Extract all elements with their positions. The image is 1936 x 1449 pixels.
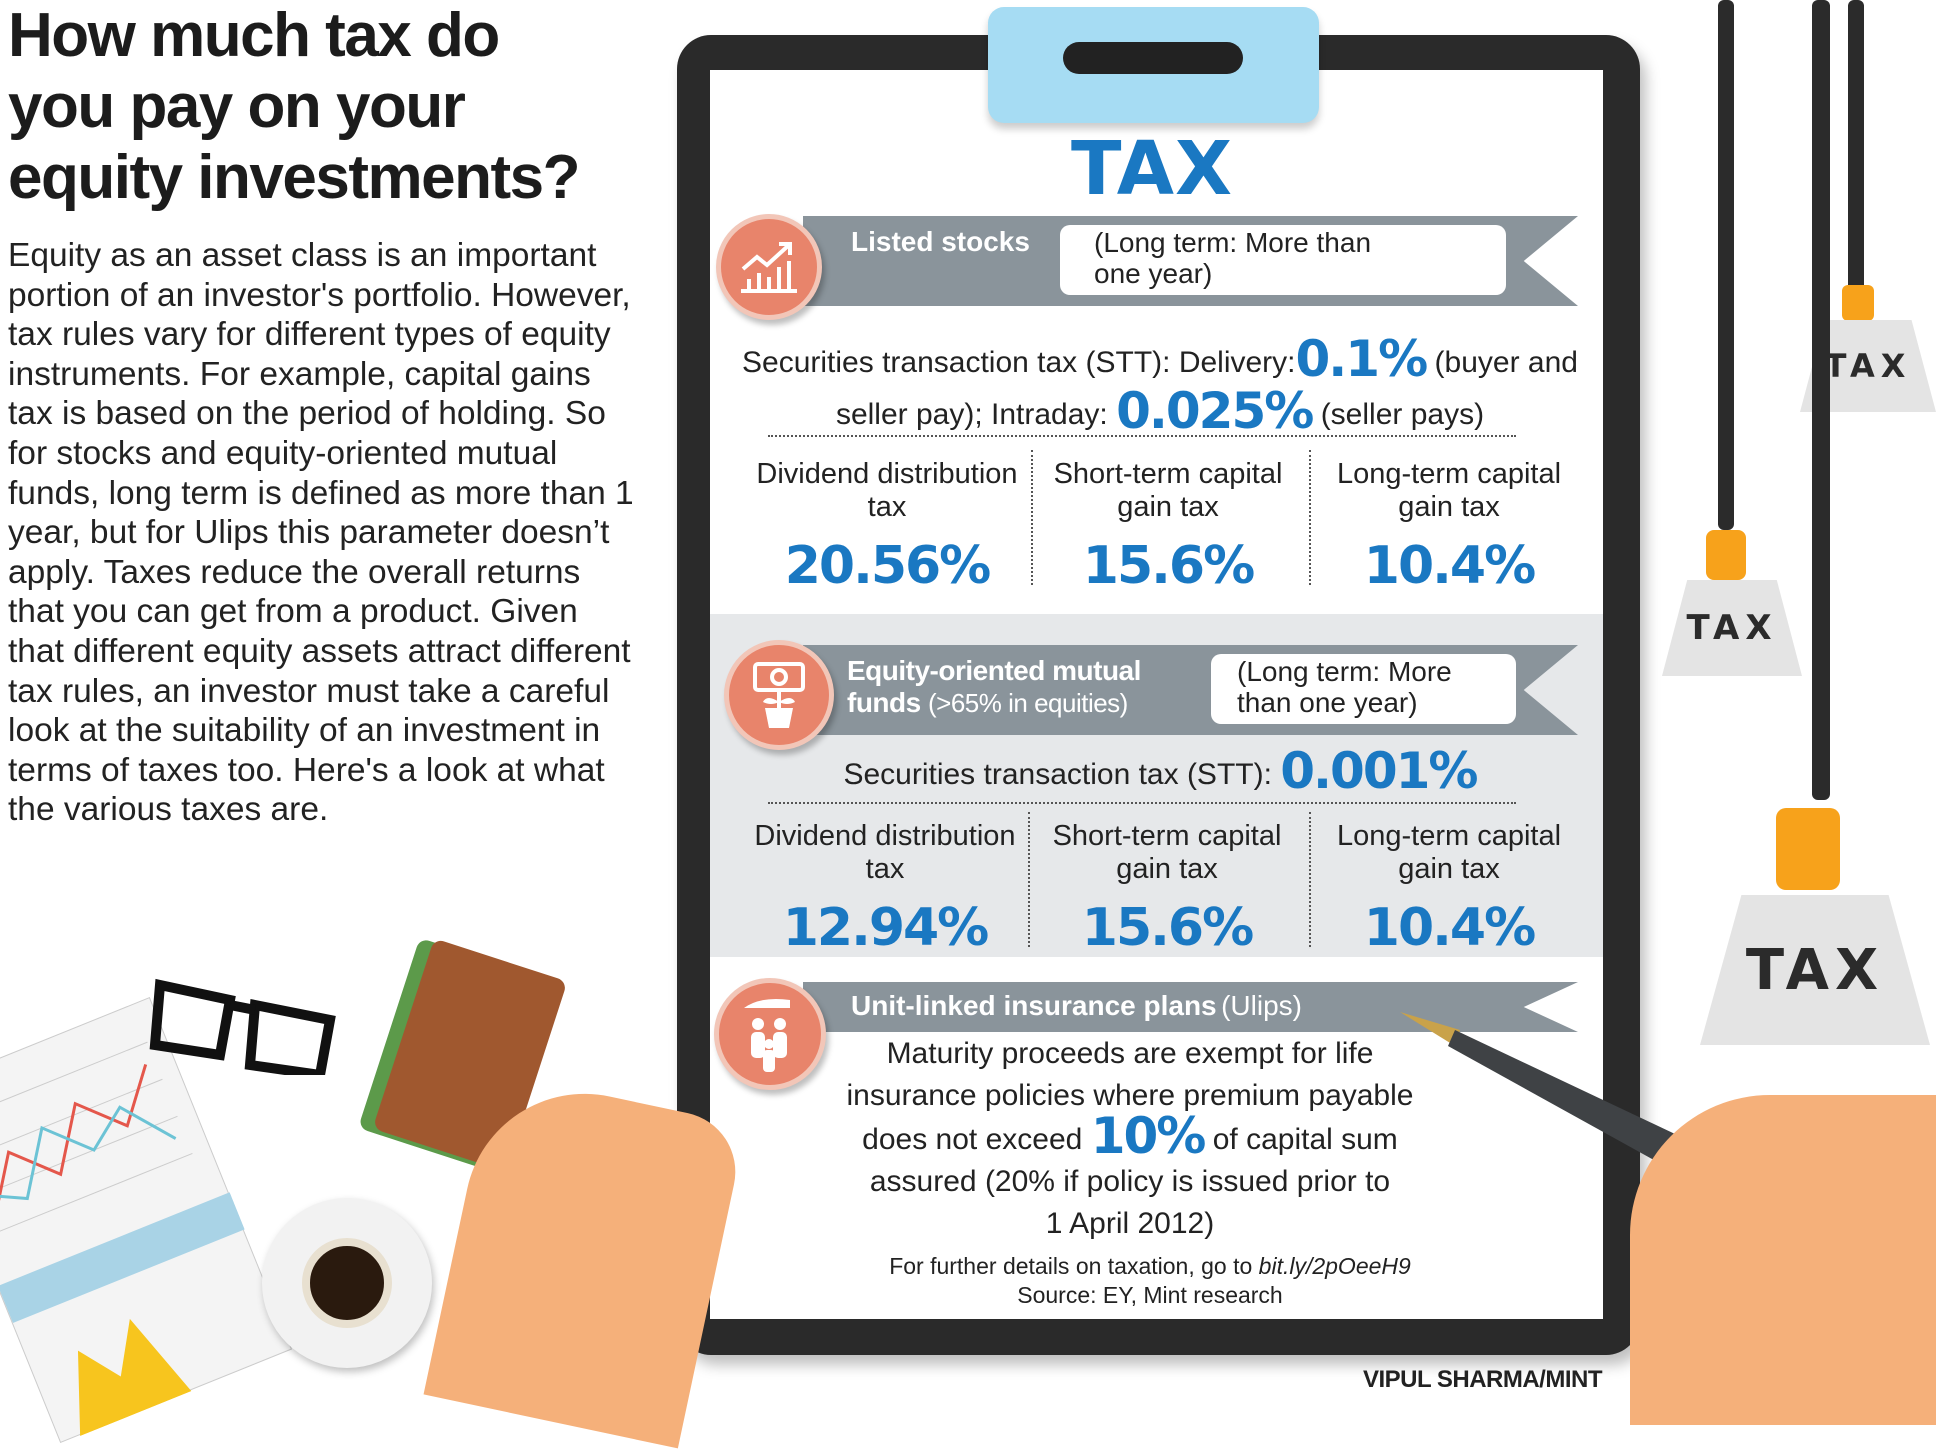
mutual-funds-banner: Equity-oriented mutual funds (>65% in eq…	[803, 645, 1578, 735]
newspaper-chart-illustration	[0, 997, 293, 1443]
column-value: 10.4%	[1363, 898, 1536, 958]
stt-line-2: seller pay); Intraday: 0.025% (seller pa…	[740, 382, 1580, 440]
dividend-tax-column: Dividend distribution tax 20.56%	[747, 458, 1027, 596]
stt-label: seller pay); Intraday:	[835, 398, 1108, 431]
long-term-note: (Long term: More than one year)	[1211, 654, 1516, 724]
footnote: For further details on taxation, go to b…	[760, 1252, 1540, 1310]
glasses-icon	[140, 975, 350, 1081]
section-title: Equity-oriented mutual funds (>65% in eq…	[847, 655, 1203, 719]
stt-line-1: Securities transaction tax (STT): Delive…	[740, 330, 1580, 388]
stcg-tax-column: Short-term capital gain tax 15.6%	[1027, 820, 1307, 958]
ulips-line: assured (20% if policy is issued prior t…	[869, 1165, 1391, 1199]
ulips-icon-badge	[714, 978, 826, 1090]
divider	[768, 435, 1516, 437]
stt-label: Securities transaction tax (STT):	[843, 758, 1272, 791]
ulips-line: insurance policies where premium payable	[846, 1078, 1414, 1112]
intro-paragraph: Equity as an asset class is an important…	[8, 237, 634, 829]
coffee-cup-icon	[262, 1198, 432, 1368]
stcg-tax-column: Short-term capital gain tax 15.6%	[1028, 458, 1308, 596]
section-title-text: Equity-oriented mutual funds	[847, 655, 1141, 718]
section-title: Unit-linked insurance plans (Ulips)	[851, 990, 1302, 1022]
ulips-line: does not exceed 10% of capital sum	[790, 1111, 1470, 1161]
section-subtitle: (>65% in equities)	[928, 688, 1128, 718]
rope	[1812, 0, 1830, 800]
long-term-note: (Long term: More than one year)	[1060, 225, 1506, 295]
ulips-text: of capital sum	[1212, 1123, 1398, 1157]
footnote-link[interactable]: bit.ly/2pOeeH9	[1258, 1253, 1411, 1279]
section-title-text: Unit-linked insurance plans	[851, 990, 1217, 1021]
listed-stocks-banner: Listed stocks (Long term: More than one …	[803, 216, 1578, 306]
dividend-tax-column: Dividend distribution tax 12.94%	[745, 820, 1025, 958]
hand-icon	[1842, 285, 1874, 321]
column-divider	[1309, 812, 1311, 947]
column-value: 20.56%	[784, 536, 992, 596]
headline: How much tax do you pay on your equity i…	[8, 1, 580, 212]
clip-hole	[1063, 42, 1243, 74]
column-label: Dividend distribution tax	[754, 820, 1016, 885]
column-label: Short-term capital gain tax	[1052, 820, 1282, 885]
divider	[768, 802, 1516, 804]
column-value: 12.94%	[782, 898, 990, 958]
column-divider	[1028, 812, 1030, 947]
right-hand-illustration	[1630, 1095, 1936, 1425]
column-label: Short-term capital gain tax	[1053, 458, 1283, 523]
credit: VIPUL SHARMA/MINT	[1362, 1366, 1603, 1393]
column-label: Dividend distribution tax	[756, 458, 1018, 523]
column-label: Long-term capital gain tax	[1336, 458, 1562, 523]
footnote-text: For further details on taxation, go to	[889, 1253, 1253, 1279]
hand-icon	[1706, 530, 1746, 580]
stt-note: (buyer and	[1434, 346, 1578, 379]
ltcg-tax-column: Long-term capital gain tax 10.4%	[1309, 820, 1589, 958]
column-divider	[1031, 450, 1033, 585]
rope	[1718, 0, 1734, 530]
family-protection-icon	[744, 999, 790, 1072]
listed-stocks-icon-badge	[716, 214, 822, 320]
clipboard-heading: TAX	[1070, 126, 1234, 212]
column-value: 15.6%	[1082, 536, 1255, 596]
column-divider	[1309, 450, 1311, 585]
ulips-premium-limit: 10%	[1090, 1107, 1207, 1166]
tax-weight: TAX	[1662, 580, 1802, 676]
column-label: Long-term capital gain tax	[1336, 820, 1562, 885]
stt-note: (seller pays)	[1320, 398, 1485, 431]
section-subtitle: (Ulips)	[1221, 990, 1302, 1021]
tax-weight: TAX	[1700, 895, 1930, 1045]
stt-intraday-value: 0.025%	[1116, 382, 1314, 440]
mutual-funds-icon-badge	[724, 640, 834, 750]
stt-label: Securities transaction tax (STT): Delive…	[742, 346, 1296, 379]
ulips-text: does not exceed	[862, 1123, 1083, 1157]
ltcg-tax-column: Long-term capital gain tax 10.4%	[1309, 458, 1589, 596]
column-value: 10.4%	[1363, 536, 1536, 596]
hand-icon	[1776, 808, 1840, 890]
ulips-line: Maturity proceeds are exempt for life	[886, 1037, 1374, 1070]
stt-delivery-value: 0.1%	[1295, 330, 1429, 388]
source-note: Source: EY, Mint research	[1017, 1282, 1283, 1308]
section-title: Listed stocks	[851, 226, 1030, 257]
money-plant-icon	[753, 662, 805, 728]
stt-line: Securities transaction tax (STT): 0.001%	[740, 742, 1580, 800]
footnote-details: For further details on taxation, go to b…	[760, 1252, 1540, 1281]
line-chart-icon	[0, 1041, 245, 1437]
ulips-banner: Unit-linked insurance plans (Ulips)	[803, 982, 1578, 1032]
rising-chart-icon	[741, 242, 797, 293]
ulips-description: Maturity proceeds are exempt for life in…	[790, 1033, 1470, 1245]
rope	[1848, 0, 1864, 300]
ulips-line: 1 April 2012)	[1045, 1206, 1215, 1240]
stt-value: 0.001%	[1280, 742, 1478, 800]
column-value: 15.6%	[1081, 898, 1254, 958]
